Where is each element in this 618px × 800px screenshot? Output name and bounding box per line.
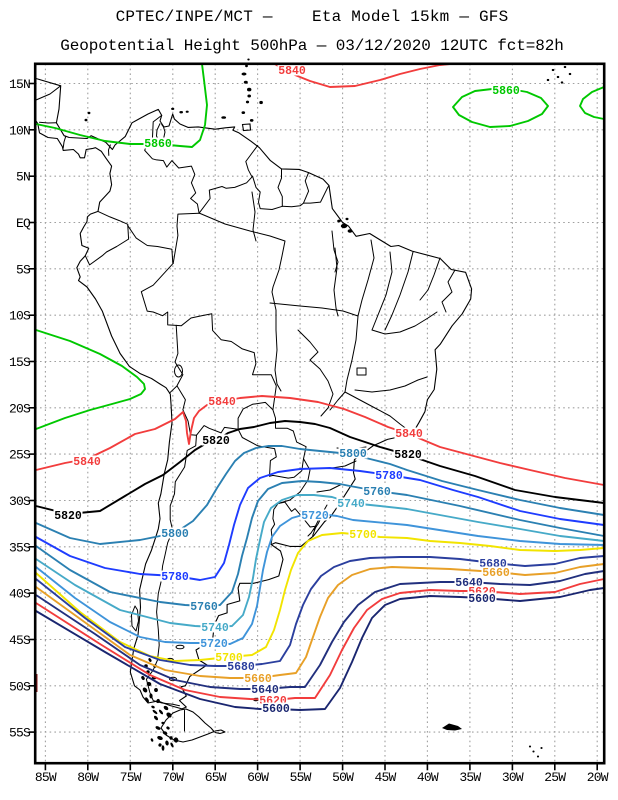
- svg-text:30S: 30S: [9, 494, 31, 509]
- svg-text:5660: 5660: [482, 567, 510, 580]
- svg-text:35W: 35W: [459, 770, 481, 785]
- svg-text:5800: 5800: [339, 448, 367, 461]
- svg-text:65W: 65W: [205, 770, 227, 785]
- svg-text:5780: 5780: [375, 470, 403, 483]
- svg-text:5780: 5780: [161, 571, 189, 584]
- svg-text:20S: 20S: [9, 401, 31, 416]
- svg-text:5840: 5840: [73, 456, 101, 469]
- svg-text:5600: 5600: [262, 703, 290, 716]
- svg-text:20W: 20W: [587, 770, 609, 785]
- svg-text:5760: 5760: [190, 601, 218, 614]
- svg-text:25S: 25S: [9, 448, 31, 463]
- svg-text:5840: 5840: [208, 396, 236, 409]
- svg-text:40W: 40W: [417, 770, 439, 785]
- svg-text:40S: 40S: [9, 587, 31, 602]
- svg-text:75W: 75W: [120, 770, 142, 785]
- svg-text:5800: 5800: [161, 528, 189, 541]
- svg-text:5820: 5820: [394, 449, 422, 462]
- svg-text:EQ: EQ: [16, 216, 31, 231]
- svg-text:5680: 5680: [227, 661, 255, 674]
- svg-text:25W: 25W: [544, 770, 566, 785]
- svg-text:5S: 5S: [16, 262, 31, 277]
- svg-text:55S: 55S: [9, 726, 31, 741]
- svg-text:5860: 5860: [492, 85, 520, 98]
- svg-text:5760: 5760: [363, 486, 391, 499]
- svg-text:50S: 50S: [9, 679, 31, 694]
- svg-text:5720: 5720: [301, 510, 329, 523]
- svg-text:5820: 5820: [54, 510, 82, 523]
- svg-text:10S: 10S: [9, 309, 31, 324]
- svg-text:5700: 5700: [349, 529, 377, 542]
- svg-text:15N: 15N: [9, 77, 30, 92]
- svg-text:5N: 5N: [16, 170, 30, 185]
- svg-text:5820: 5820: [202, 435, 230, 448]
- svg-text:80W: 80W: [77, 770, 99, 785]
- svg-text:5720: 5720: [200, 638, 228, 651]
- svg-text:5840: 5840: [278, 65, 306, 78]
- svg-text:5740: 5740: [201, 622, 229, 635]
- svg-text:10N: 10N: [9, 123, 30, 138]
- svg-text:60W: 60W: [247, 770, 269, 785]
- svg-text:5740: 5740: [337, 498, 365, 511]
- svg-text:70W: 70W: [162, 770, 184, 785]
- svg-text:55W: 55W: [290, 770, 312, 785]
- svg-text:85W: 85W: [35, 770, 57, 785]
- svg-text:5660: 5660: [244, 673, 272, 686]
- svg-text:5640: 5640: [251, 684, 279, 697]
- svg-text:5600: 5600: [468, 593, 496, 606]
- svg-text:45S: 45S: [9, 633, 31, 648]
- svg-text:30W: 30W: [502, 770, 524, 785]
- svg-text:5840: 5840: [395, 428, 423, 441]
- svg-text:5860: 5860: [144, 138, 172, 151]
- svg-text:15S: 15S: [9, 355, 31, 370]
- svg-text:50W: 50W: [332, 770, 354, 785]
- svg-text:45W: 45W: [374, 770, 396, 785]
- svg-text:35S: 35S: [9, 540, 31, 555]
